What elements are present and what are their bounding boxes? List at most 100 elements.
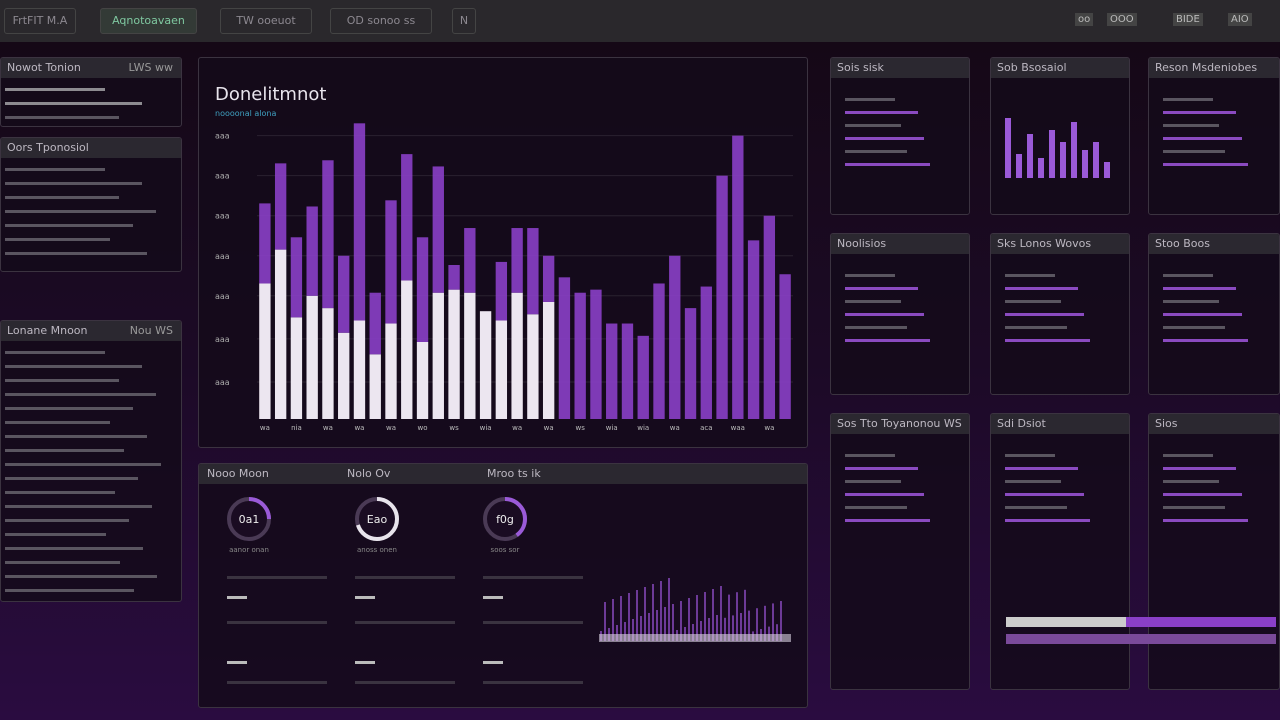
placeholder-line xyxy=(483,576,583,579)
spectrum-base xyxy=(599,634,791,642)
placeholder-line xyxy=(355,621,455,624)
chart-subtitle: noooonal alona xyxy=(215,109,276,118)
info-panel: Noolisios xyxy=(830,233,970,395)
placeholder-line xyxy=(5,224,133,227)
placeholder-line xyxy=(5,252,147,255)
placeholder-line xyxy=(1163,163,1248,166)
placeholder-line xyxy=(1163,300,1219,303)
x-tick-label: wa xyxy=(260,424,270,432)
bar-top xyxy=(290,237,303,318)
gauge-caption: aanor onan xyxy=(229,546,269,554)
header-tab[interactable]: Aqnotoavaen xyxy=(100,8,197,34)
header-tab[interactable]: TW ooeuot xyxy=(220,8,312,34)
placeholder-line xyxy=(483,596,503,599)
bar-top xyxy=(385,200,397,324)
placeholder-line xyxy=(227,661,247,664)
placeholder-line xyxy=(5,435,147,438)
info-panel: Stoo Boos xyxy=(1148,233,1280,395)
panel-title: Sois sisk xyxy=(831,58,969,78)
x-tick-label: wa xyxy=(764,424,774,432)
panel-title: Sdi Dsiot xyxy=(991,414,1129,434)
bar-base xyxy=(527,314,539,419)
placeholder-line xyxy=(5,519,129,522)
placeholder-line xyxy=(845,506,907,509)
placeholder-line xyxy=(5,589,134,592)
bar-top xyxy=(684,308,697,419)
bar-top xyxy=(353,123,366,321)
placeholder-line xyxy=(1163,150,1225,153)
bar-base xyxy=(448,289,460,419)
bar-top xyxy=(259,203,271,284)
placeholder-line xyxy=(845,326,907,329)
placeholder-line xyxy=(845,519,930,522)
placeholder-line xyxy=(5,210,156,213)
placeholder-line xyxy=(845,339,930,342)
placeholder-line xyxy=(845,150,907,153)
bar-base xyxy=(479,311,492,419)
bar-base xyxy=(385,323,397,419)
placeholder-line xyxy=(5,449,124,452)
bar-base xyxy=(432,292,444,419)
bar-top xyxy=(274,163,287,250)
bar-top xyxy=(574,292,586,419)
bar-top xyxy=(338,255,350,333)
x-tick-label: ws xyxy=(449,424,459,432)
side-panel: Oors Tponosiol xyxy=(0,137,182,272)
placeholder-line xyxy=(5,168,105,171)
placeholder-line xyxy=(1163,480,1219,483)
info-panel: Sob Bsosaiol xyxy=(990,57,1130,215)
placeholder-line xyxy=(1163,287,1236,290)
placeholder-line xyxy=(1005,467,1078,470)
bar-base xyxy=(353,320,366,419)
bar-base xyxy=(338,332,350,419)
header-tab[interactable]: OD sonoo ss xyxy=(330,8,432,34)
bar-base xyxy=(322,308,334,419)
bar-top xyxy=(606,323,618,419)
gauge-label: Eao xyxy=(367,513,388,526)
bar-top xyxy=(621,323,634,419)
header-action[interactable]: OOO xyxy=(1107,13,1137,26)
header-action[interactable]: oo xyxy=(1075,13,1094,26)
placeholder-line xyxy=(1005,506,1067,509)
mini-bar xyxy=(1049,130,1055,178)
panel-title: Nowot Tonion xyxy=(7,61,81,74)
placeholder-line xyxy=(227,596,247,599)
header-action[interactable]: BIDE xyxy=(1173,13,1203,26)
gauge-arc xyxy=(227,497,271,541)
panel-title: Reson Msdeniobes xyxy=(1149,58,1279,78)
gauge-arc xyxy=(483,497,527,541)
bar-top xyxy=(527,228,539,315)
info-panel: Sois sisk xyxy=(830,57,970,215)
placeholder-line xyxy=(1005,339,1090,342)
header-tab[interactable]: N xyxy=(452,8,476,34)
placeholder-line xyxy=(5,491,115,494)
header-action[interactable]: AIO xyxy=(1228,13,1252,26)
placeholder-line xyxy=(5,182,142,185)
panel-title: Sob Bsosaiol xyxy=(991,58,1129,78)
placeholder-line xyxy=(845,111,918,114)
placeholder-line xyxy=(5,477,138,480)
placeholder-line xyxy=(1163,98,1213,101)
placeholder-line xyxy=(1163,313,1242,316)
x-tick-label: wa xyxy=(544,424,554,432)
bar-top xyxy=(653,283,665,419)
panel-title: Sks Lonos Wovos xyxy=(991,234,1129,254)
placeholder-line xyxy=(845,467,918,470)
placeholder-line xyxy=(1005,274,1055,277)
placeholder-line xyxy=(845,493,924,496)
bar-base xyxy=(369,354,381,419)
info-panel: Sos Tto Toyanonou WS xyxy=(830,413,970,690)
bar-top xyxy=(747,240,760,419)
bar-base xyxy=(290,317,303,419)
placeholder-line xyxy=(5,575,157,578)
y-tick-label: aaa xyxy=(215,335,230,344)
placeholder-line xyxy=(5,407,133,410)
bar-top xyxy=(306,206,318,296)
placeholder-line xyxy=(1163,326,1225,329)
info-panel: Sdi Dsiot xyxy=(990,413,1130,690)
header-tab[interactable]: FrtFIT M.A xyxy=(4,8,76,34)
bar-top xyxy=(322,160,334,309)
panel-header: Nowot Tonion LWS ww xyxy=(1,58,181,78)
placeholder-line xyxy=(5,505,152,508)
